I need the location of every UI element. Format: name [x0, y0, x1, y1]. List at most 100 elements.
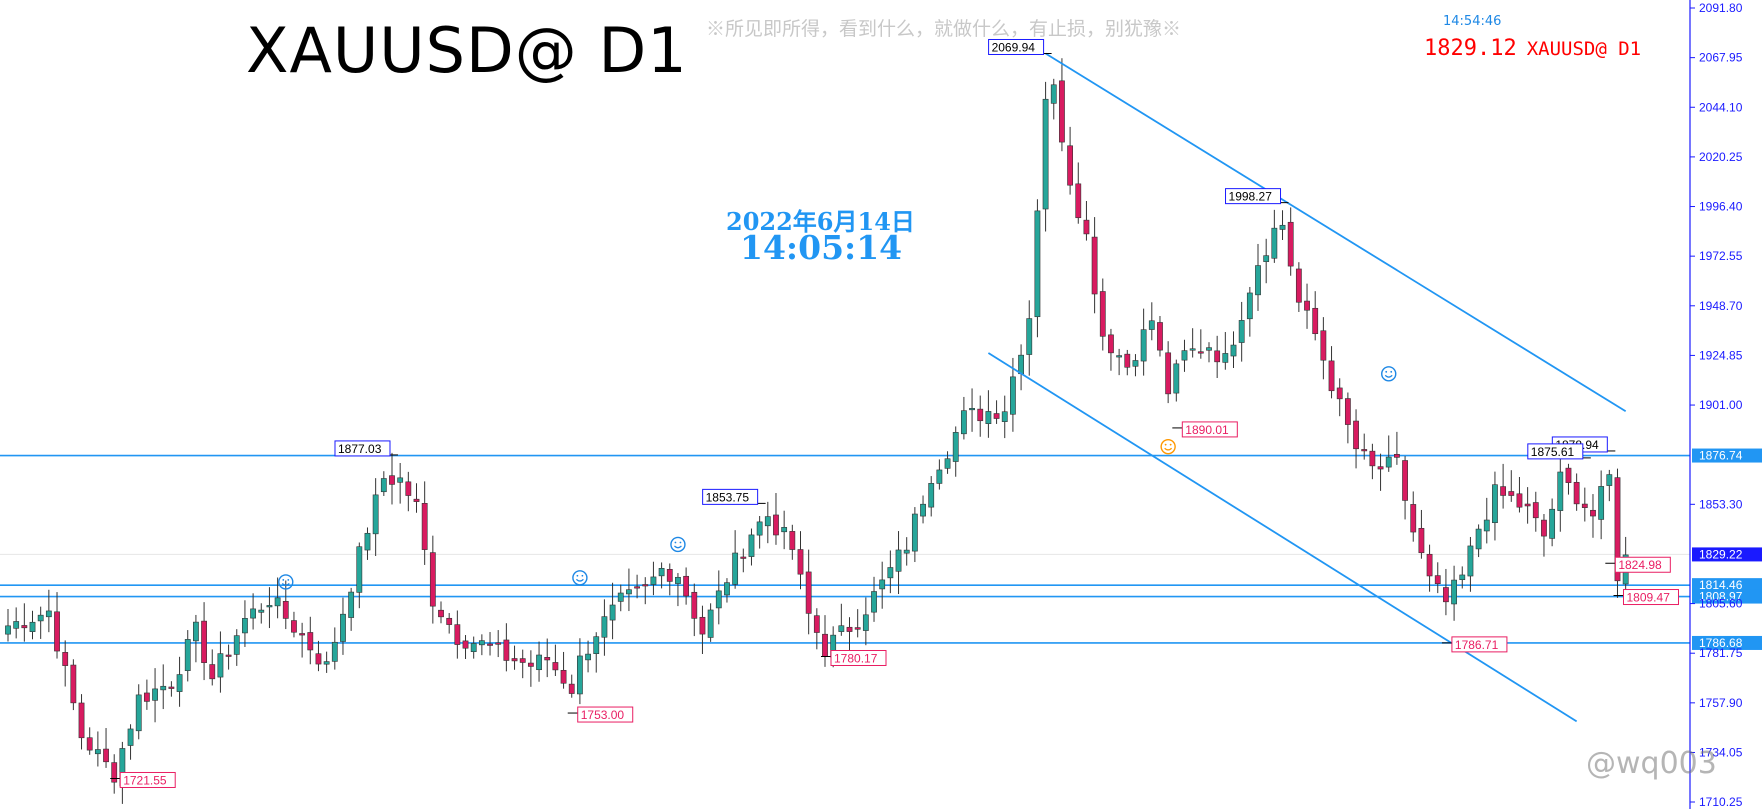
candle-body — [495, 642, 502, 645]
candle-body — [160, 685, 167, 691]
candle-body — [1287, 221, 1294, 267]
candle-body — [1336, 387, 1343, 400]
candle-body — [291, 620, 297, 633]
candle-body — [1132, 360, 1139, 367]
candle-body — [617, 592, 624, 602]
candle-body — [331, 641, 338, 662]
candle-body — [1312, 307, 1319, 335]
candle-body — [911, 513, 918, 552]
candle-body — [789, 531, 796, 550]
candle-body — [184, 639, 191, 671]
candle-body — [781, 527, 788, 533]
candle-body — [1394, 453, 1400, 458]
candle-body — [454, 624, 461, 645]
price-labels: 1877.031853.752069.941998.271878.941875.… — [110, 38, 1679, 788]
symbol-title: XAUUSD@ D1 — [246, 14, 688, 87]
peak-label: 1875.61 — [1531, 445, 1575, 459]
smiley-eye — [1385, 370, 1388, 373]
candle-body — [1508, 491, 1515, 496]
candle-body — [1050, 84, 1057, 104]
trough-label: 1809.47 — [1626, 591, 1670, 605]
candle-body — [1206, 347, 1212, 351]
candle-body — [323, 661, 330, 665]
candle-body — [1402, 460, 1408, 501]
candle-body — [928, 483, 935, 508]
candle-body — [1418, 527, 1425, 554]
smiley-eye — [287, 579, 290, 581]
candle-body — [1042, 98, 1049, 210]
candle-body — [70, 664, 77, 704]
candle-body — [1018, 354, 1024, 375]
candle-body — [879, 579, 886, 590]
candle-body — [1246, 292, 1253, 320]
candle-body — [944, 458, 951, 469]
candle-body — [1304, 300, 1310, 311]
candle-body — [740, 556, 747, 559]
candle-body — [307, 632, 314, 651]
candle-body — [1271, 227, 1278, 259]
candle-body — [1590, 509, 1596, 517]
trough-label-box — [1622, 589, 1679, 606]
candle-body — [1197, 351, 1204, 354]
candle-body — [413, 498, 420, 502]
trend-line-upper — [1045, 52, 1627, 413]
candle-body — [209, 664, 216, 680]
price-tick-label: 2044.10 — [1699, 100, 1743, 114]
candle-body — [503, 639, 510, 661]
smiley-icon — [572, 570, 588, 586]
level-tag-label: 1786.68 — [1699, 636, 1743, 650]
candle-body — [111, 762, 118, 783]
candle-body — [1295, 268, 1302, 303]
candle-body — [936, 469, 943, 484]
candle-body — [952, 432, 959, 462]
smiley-icon — [278, 574, 294, 590]
candle-body — [960, 410, 967, 435]
smiley-eye — [1169, 443, 1172, 446]
candle-body — [854, 627, 861, 630]
candle-body — [266, 605, 273, 608]
candle-body — [846, 626, 853, 632]
candle-body — [1059, 80, 1065, 143]
trough-label-box — [1614, 556, 1671, 573]
candle-body — [1459, 574, 1466, 581]
price-tick-label: 1853.30 — [1699, 497, 1743, 511]
candle-body — [168, 686, 175, 689]
candle-body — [429, 552, 436, 607]
candle-body — [340, 613, 346, 642]
candle-body — [773, 514, 779, 536]
candle-body — [143, 692, 150, 702]
candle-body — [764, 516, 771, 527]
candle-body — [242, 618, 248, 634]
current-price-label: 1829.22 — [1699, 547, 1743, 561]
candle-body — [1173, 363, 1180, 394]
candle-body — [1532, 502, 1539, 519]
candle-body — [135, 694, 142, 732]
peak-label: 1998.27 — [1229, 190, 1273, 204]
candle-body — [544, 657, 551, 661]
price-readout: 1829.12 XAUUSD@ D1 — [1424, 36, 1641, 61]
trough-label: 1890.01 — [1185, 423, 1229, 437]
candle-body — [1581, 503, 1588, 508]
candle-body — [225, 654, 232, 657]
candle-body — [805, 571, 812, 614]
candle-body — [920, 503, 926, 517]
candle-body — [1091, 236, 1098, 295]
candle-body — [1369, 450, 1376, 467]
candle-body — [666, 569, 673, 582]
candle-body — [446, 617, 453, 625]
peak-label-box — [1225, 188, 1282, 205]
smiley-mouth — [1164, 447, 1173, 451]
candle-body — [797, 549, 804, 575]
candle-body — [1426, 553, 1433, 577]
candle-body — [1034, 210, 1041, 318]
price-tick-label: 1996.40 — [1699, 200, 1743, 214]
trough-label-box — [577, 706, 634, 723]
candle-body — [1549, 508, 1556, 539]
candle-body — [389, 475, 395, 485]
peak-label-box — [334, 440, 391, 457]
candle-body — [626, 589, 632, 595]
level-tag — [1692, 578, 1762, 593]
level-tag — [1692, 635, 1762, 650]
candles — [5, 58, 1629, 804]
